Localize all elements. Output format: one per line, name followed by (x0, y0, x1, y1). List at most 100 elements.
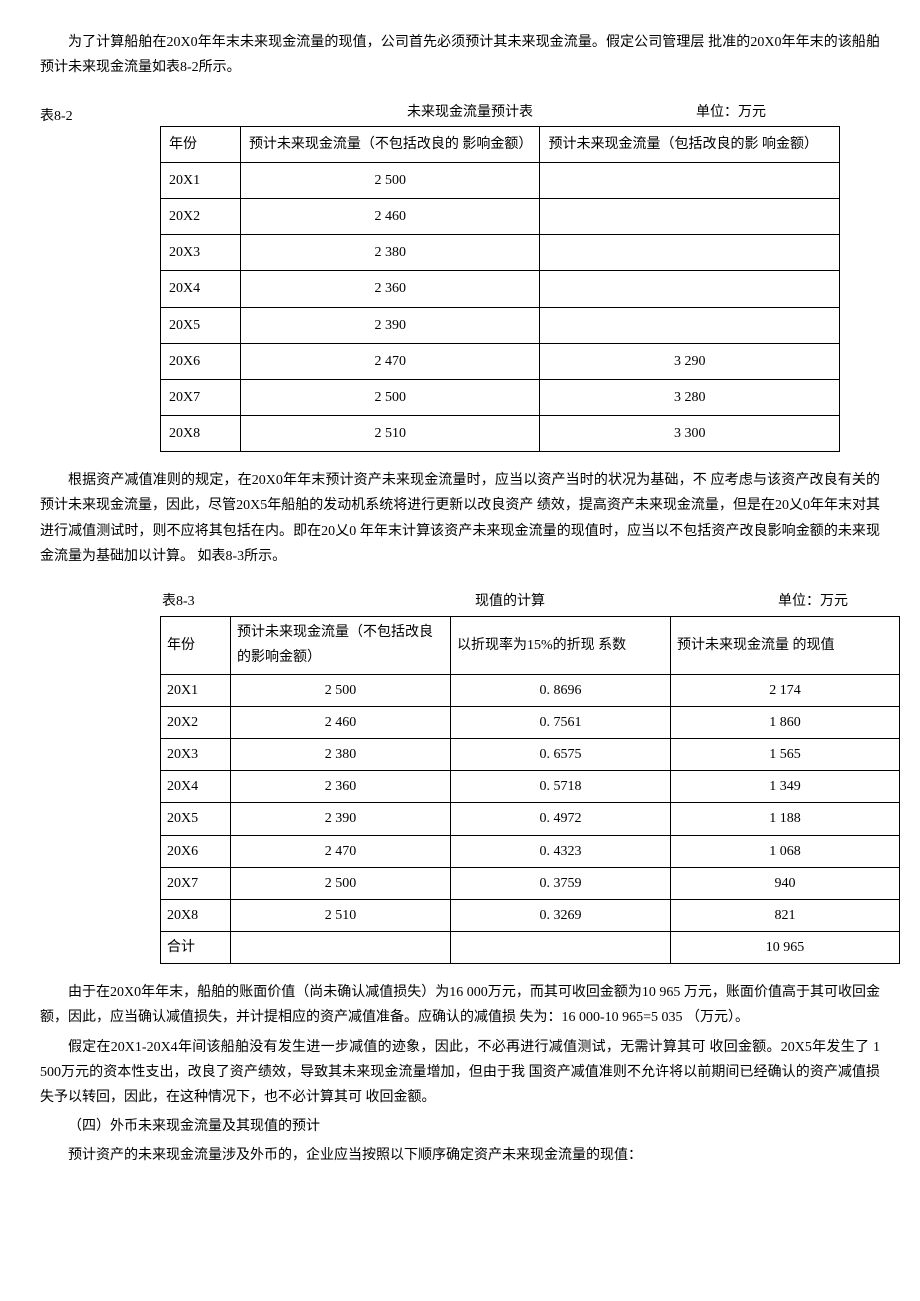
table-8-2: 年份 预计未来现金流量（不包括改良的 影响金额） 预计未来现金流量（包括改良的影… (160, 126, 840, 453)
cell-pv: 1 188 (671, 803, 900, 835)
paragraph-5: （四）外币未来现金流量及其现值的预计 (40, 1114, 880, 1139)
table-8-3: 年份 预计未来现金流量（不包括改良的影响金额） 以折现率为15%的折现 系数 预… (160, 616, 900, 964)
cell-cash: 2 380 (231, 738, 451, 770)
table-row: 年份 预计未来现金流量（不包括改良的影响金额） 以折现率为15%的折现 系数 预… (161, 617, 900, 674)
table-8-2-title: 未来现金流量预计表 (244, 100, 696, 125)
cell-year: 20X5 (161, 307, 241, 343)
cell-year: 20X3 (161, 235, 241, 271)
cell-factor: 0. 3759 (451, 867, 671, 899)
cell-imp (540, 198, 840, 234)
cell-pv: 940 (671, 867, 900, 899)
col-imp: 预计未来现金流量（包括改良的影 响金额） (540, 126, 840, 162)
total-empty (231, 932, 451, 964)
cell-year: 20X1 (161, 674, 231, 706)
total-empty (451, 932, 671, 964)
table-8-2-unit: 单位：万元 (696, 100, 836, 125)
col-year: 年份 (161, 617, 231, 674)
cell-year: 20X3 (161, 738, 231, 770)
table-row: 20X22 4600. 75611 860 (161, 706, 900, 738)
cell-imp (540, 271, 840, 307)
cell-pv: 2 174 (671, 674, 900, 706)
table-row: 年份 预计未来现金流量（不包括改良的 影响金额） 预计未来现金流量（包括改良的影… (161, 126, 840, 162)
cell-pv: 1 068 (671, 835, 900, 867)
paragraph-1: 为了计算船舶在20X0年年末未来现金流量的现值，公司首先必须预计其未来现金流量。… (40, 30, 880, 80)
cell-cash: 2 390 (231, 803, 451, 835)
col-cash: 预计未来现金流量（不包括改良的影响金额） (231, 617, 451, 674)
col-pv: 预计未来现金流量 的现值 (671, 617, 900, 674)
cell-year: 20X1 (161, 162, 241, 198)
cell-noimp: 2 360 (240, 271, 540, 307)
paragraph-4: 假定在20X1-20X4年间该船舶没有发生进一步减值的迹象，因此，不必再进行减值… (40, 1035, 880, 1111)
cell-factor: 0. 4972 (451, 803, 671, 835)
cell-imp: 3 290 (540, 343, 840, 379)
cell-noimp: 2 510 (240, 416, 540, 452)
table-row: 20X22 460 (161, 198, 840, 234)
table-row: 20X32 380 (161, 235, 840, 271)
cell-year: 20X4 (161, 771, 231, 803)
table-row: 20X32 3800. 65751 565 (161, 738, 900, 770)
table-row: 20X12 5000. 86962 174 (161, 674, 900, 706)
col-noimp: 预计未来现金流量（不包括改良的 影响金额） (240, 126, 540, 162)
table-row: 20X82 5100. 3269821 (161, 899, 900, 931)
cell-year: 20X8 (161, 899, 231, 931)
table-row: 20X42 3600. 57181 349 (161, 771, 900, 803)
cell-noimp: 2 470 (240, 343, 540, 379)
total-pv: 10 965 (671, 932, 900, 964)
cell-cash: 2 500 (231, 674, 451, 706)
cell-year: 20X2 (161, 198, 241, 234)
table-row: 20X82 5103 300 (161, 416, 840, 452)
paragraph-3: 由于在20X0年年末，船舶的账面价值（尚未确认减值损失）为16 000万元，而其… (40, 980, 880, 1030)
cell-cash: 2 500 (231, 867, 451, 899)
table-row: 20X62 4700. 43231 068 (161, 835, 900, 867)
cell-noimp: 2 380 (240, 235, 540, 271)
cell-noimp: 2 500 (240, 379, 540, 415)
table-row-total: 合计 10 965 (161, 932, 900, 964)
cell-year: 20X2 (161, 706, 231, 738)
table-8-3-block: 表8-3 现值的计算 单位：万元 年份 预计未来现金流量（不包括改良的影响金额）… (40, 589, 880, 964)
col-year: 年份 (161, 126, 241, 162)
cell-cash: 2 460 (231, 706, 451, 738)
cell-imp: 3 300 (540, 416, 840, 452)
cell-imp (540, 235, 840, 271)
cell-year: 20X7 (161, 379, 241, 415)
cell-year: 20X7 (161, 867, 231, 899)
table-row: 20X62 4703 290 (161, 343, 840, 379)
cell-year: 20X6 (161, 835, 231, 867)
table-8-3-unit: 单位：万元 (778, 589, 898, 614)
cell-pv: 821 (671, 899, 900, 931)
cell-pv: 1 349 (671, 771, 900, 803)
cell-noimp: 2 390 (240, 307, 540, 343)
cell-imp (540, 307, 840, 343)
cell-cash: 2 470 (231, 835, 451, 867)
total-label: 合计 (161, 932, 231, 964)
cell-imp (540, 162, 840, 198)
cell-year: 20X4 (161, 271, 241, 307)
cell-factor: 0. 7561 (451, 706, 671, 738)
cell-year: 20X5 (161, 803, 231, 835)
cell-factor: 0. 8696 (451, 674, 671, 706)
cell-factor: 0. 4323 (451, 835, 671, 867)
table-8-3-label: 表8-3 (162, 589, 242, 614)
cell-factor: 0. 5718 (451, 771, 671, 803)
table-row: 20X52 3900. 49721 188 (161, 803, 900, 835)
cell-noimp: 2 500 (240, 162, 540, 198)
cell-noimp: 2 460 (240, 198, 540, 234)
table-row: 20X52 390 (161, 307, 840, 343)
table-row: 20X12 500 (161, 162, 840, 198)
table-8-2-label: 表8-2 (40, 100, 160, 129)
cell-pv: 1 565 (671, 738, 900, 770)
table1-spacer (164, 100, 244, 125)
cell-factor: 0. 3269 (451, 899, 671, 931)
table-row: 20X72 5003 280 (161, 379, 840, 415)
table-8-2-block: 表8-2 未来现金流量预计表 单位：万元 年份 预计未来现金流量（不包括改良的 … (40, 100, 880, 452)
cell-year: 20X8 (161, 416, 241, 452)
col-factor: 以折现率为15%的折现 系数 (451, 617, 671, 674)
table-row: 20X72 5000. 3759940 (161, 867, 900, 899)
cell-year: 20X6 (161, 343, 241, 379)
cell-cash: 2 510 (231, 899, 451, 931)
cell-factor: 0. 6575 (451, 738, 671, 770)
paragraph-6: 预计资产的未来现金流量涉及外币的，企业应当按照以下顺序确定资产未来现金流量的现值… (40, 1143, 880, 1168)
cell-imp: 3 280 (540, 379, 840, 415)
cell-pv: 1 860 (671, 706, 900, 738)
cell-cash: 2 360 (231, 771, 451, 803)
